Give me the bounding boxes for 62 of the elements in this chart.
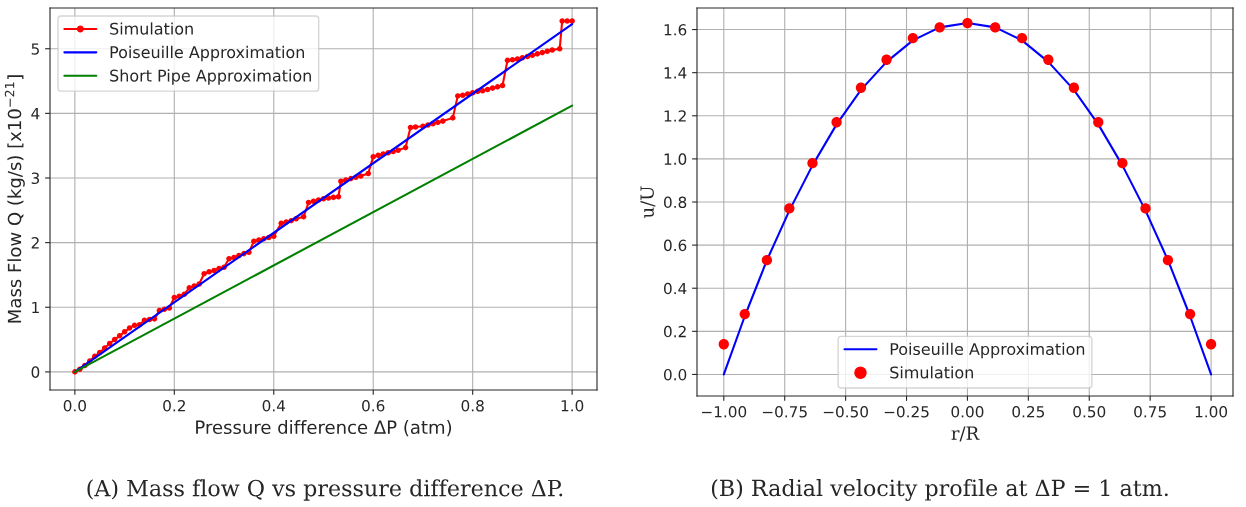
y-tick-label: 0 (31, 366, 40, 378)
point (784, 203, 795, 214)
point (718, 339, 729, 350)
x-tick-label: 0.25 (1012, 405, 1045, 418)
y-tick-label: 1.2 (664, 110, 686, 122)
point (1093, 117, 1104, 128)
legend-label: Poiseuille Approximation (890, 342, 1085, 359)
y-tick-label: 0.2 (663, 325, 686, 338)
x-tick-label: 0.4 (262, 399, 286, 412)
point (831, 117, 842, 128)
x-tick-label: −0.75 (762, 405, 807, 418)
point (1184, 308, 1196, 320)
x-axis-title: r/R (951, 426, 980, 442)
point (855, 82, 867, 93)
y-tick-label: 5 (31, 43, 39, 55)
x-tick-label: 0.0 (63, 399, 86, 412)
point (807, 158, 818, 169)
y-tick-label: 1.6 (664, 24, 687, 36)
point (1016, 33, 1028, 44)
y-tick-label: 0.6 (663, 239, 687, 252)
point (990, 22, 1001, 33)
text: (A) Mass flow Q vs pressure difference ΔP. (87, 479, 563, 501)
y-tick-label: 1.4 (664, 67, 687, 79)
x-tick-label: 1.0 (561, 399, 584, 412)
legend-label: Simulation (890, 366, 973, 379)
y-tick-label: 0.8 (663, 196, 687, 209)
point (1205, 339, 1217, 350)
legend-label: Short Pipe Approximation (110, 69, 311, 85)
point (1117, 158, 1128, 169)
point (739, 308, 750, 320)
legend-label: Simulation (110, 22, 193, 35)
x-tick-label: −0.50 (823, 405, 869, 418)
point (907, 33, 919, 44)
point (1068, 82, 1080, 93)
y-tick-label: 0.0 (663, 368, 687, 381)
point (962, 17, 973, 29)
x-tick-label: 0.6 (362, 399, 385, 412)
y-axis-title: Mass Flow Q (kg/s) [x10$^{−21}$] (4, 75, 25, 323)
point (1043, 54, 1054, 65)
point (1140, 203, 1151, 214)
x-tick-label: 0.8 (461, 399, 484, 412)
x-tick-label: 1.00 (1195, 405, 1228, 418)
y-tick-label: 3 (31, 172, 40, 185)
text: (B) Radial velocity profile at ΔP = 1 atm. (711, 479, 1168, 501)
x-tick-label: 0.2 (163, 399, 185, 412)
x-tick-label: −0.25 (884, 405, 929, 418)
x-tick-label: 0.00 (951, 405, 984, 418)
y-tick-label: 0.4 (663, 282, 687, 295)
x-axis-title: Pressure difference ΔP (atm) (196, 420, 452, 437)
legend-label: Poiseuille Approximation (110, 45, 305, 62)
y-axis-title: u/U (640, 186, 656, 218)
y-tick-label: 2 (31, 237, 39, 249)
point (934, 22, 945, 33)
y-tick-label: 1.0 (664, 153, 687, 165)
x-tick-label: 0.50 (1073, 405, 1106, 418)
y-tick-label: 1 (32, 301, 39, 314)
y-tick-label: 4 (31, 108, 40, 120)
point (881, 54, 892, 65)
point (1162, 255, 1174, 266)
x-tick-label: 0.75 (1134, 405, 1166, 418)
x-tick-label: −1.00 (702, 405, 747, 418)
point (761, 255, 773, 266)
